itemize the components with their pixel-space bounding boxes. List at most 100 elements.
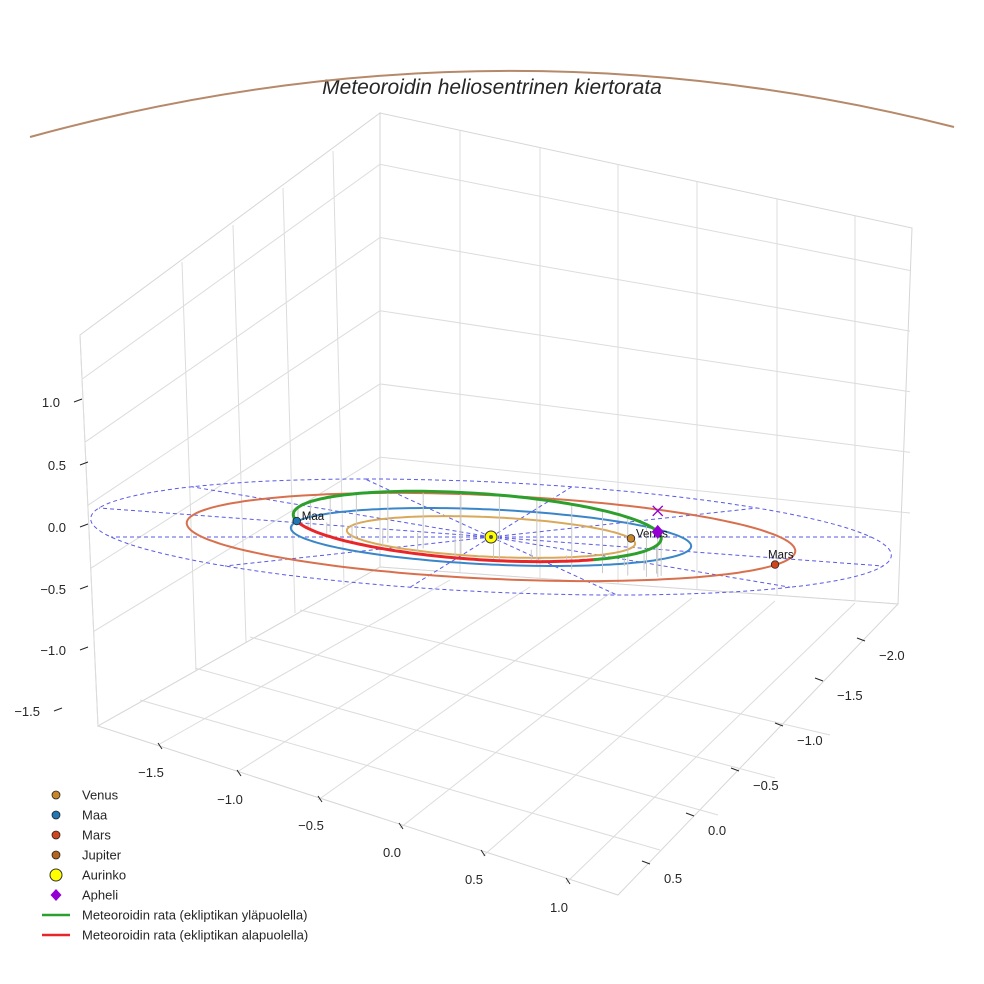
planet-maa: [292, 516, 301, 526]
z-tick-label: −0.5: [40, 582, 66, 597]
ecliptic-spoke: [490, 486, 573, 538]
legend-label: Mars: [82, 828, 111, 843]
grid-line: [157, 579, 451, 746]
planet-label-venus: Venus: [636, 528, 668, 540]
legend-label: Meteoroidin rata (ekliptikan yläpuolella…: [82, 908, 307, 923]
legend-marker: [50, 889, 62, 901]
legend-marker: [51, 850, 61, 860]
grid-line: [93, 456, 381, 632]
planet-venus: [626, 534, 636, 543]
axes-panes: [79, 112, 913, 896]
grid-line: [79, 334, 99, 727]
x-tick-mark: [814, 677, 824, 682]
x-tick-label: 0.5: [664, 871, 682, 886]
legend-label: Apheli: [82, 888, 118, 903]
grid-line: [81, 163, 381, 380]
z-tick-mark: [73, 398, 83, 403]
z-tick-mark: [79, 585, 89, 590]
x-tick-label: −1.5: [837, 688, 863, 703]
legend-label: Meteoroidin rata (ekliptikan alapuolella…: [82, 928, 308, 943]
x-tick-label: 0.0: [708, 823, 726, 838]
y-tick-label: 1.0: [550, 900, 568, 915]
ecliptic-spoke: [490, 536, 618, 596]
grid-line: [232, 224, 247, 643]
legend-label: Venus: [82, 788, 119, 803]
legend: Venus Maa Mars Jupiter Aurinko Apheli Meteoroi…: [42, 788, 308, 943]
grid-line: [194, 667, 719, 816]
z-tick-mark: [79, 523, 89, 528]
orbit-mars: [185, 491, 797, 583]
grid-line: [379, 163, 911, 271]
pane-floor: [96, 566, 900, 896]
x-tick-label: −0.5: [753, 778, 779, 793]
legend-label: Maa: [82, 808, 108, 823]
meteoroid-orbit-above: [291, 489, 663, 562]
ecliptic-spoke: [490, 536, 791, 588]
ecliptic-spoke: [409, 536, 492, 588]
z-tick-mark: [79, 461, 89, 466]
z-tick-mark: [53, 707, 63, 712]
z-tick-label: −1.5: [14, 704, 40, 719]
tick-labels: −1.5 −1.0 −0.5 0.0 0.5 1.0 −1.5 −1.0 −0.5 0.0 0.5 1…: [14, 395, 904, 915]
meteoroid-orbit-below: [296, 520, 596, 564]
z-tick-label: 1.0: [42, 395, 60, 410]
ecliptic-spoke: [191, 486, 492, 538]
x-tick-mark: [730, 767, 740, 772]
legend-marker: [51, 830, 61, 840]
grid-line: [90, 383, 381, 569]
z-tick-label: −1.0: [40, 643, 66, 658]
ecliptic-spoke: [364, 478, 492, 538]
grid-line: [87, 310, 381, 506]
planet-mars: [770, 560, 780, 569]
planet-label-maa: Maa: [302, 511, 325, 523]
y-tick-mark: [480, 849, 486, 857]
y-tick-mark: [398, 822, 404, 830]
grid-line: [299, 609, 831, 736]
x-tick-mark: [774, 722, 784, 727]
z-tick-label: 0.5: [48, 458, 66, 473]
legend-marker: [49, 868, 63, 882]
grid-line: [379, 383, 911, 453]
aphelion-marker: [651, 524, 664, 539]
legend-marker: [51, 810, 61, 820]
y-tick-label: −1.0: [217, 792, 243, 807]
grid-line: [139, 699, 661, 851]
gridlines: [79, 130, 911, 884]
z-tick-label: 0.0: [48, 520, 66, 535]
x-tick-mark: [856, 637, 866, 642]
grid-line: [236, 586, 531, 773]
legend-label: Jupiter: [82, 848, 122, 863]
aphelion-projection-marker: [652, 505, 664, 517]
jupiter-orbit-arc: [29, 69, 955, 138]
grid-line: [282, 187, 296, 614]
planet-label-mars: Mars: [768, 550, 794, 562]
grid-line: [181, 261, 197, 672]
grid-line: [379, 456, 911, 514]
y-tick-label: 0.5: [465, 872, 483, 887]
x-tick-mark: [641, 860, 651, 865]
z-tick-mark: [79, 646, 89, 651]
y-tick-label: −1.5: [138, 765, 164, 780]
chart-title: Meteoroidin heliosentrinen kiertorata: [322, 76, 662, 99]
legend-marker: [51, 790, 61, 800]
ecliptic-reference-circle: [90, 478, 892, 596]
y-tick-mark: [565, 877, 571, 885]
grid-line: [379, 310, 911, 393]
y-tick-mark: [157, 742, 163, 750]
x-tick-label: −2.0: [879, 648, 905, 663]
markers: Venus Maa Mars: [292, 505, 794, 569]
sun-center: [489, 535, 493, 539]
legend-label: Aurinko: [82, 868, 126, 883]
x-tick-label: −1.0: [797, 733, 823, 748]
grid-line: [249, 636, 776, 779]
grid-line: [399, 597, 693, 829]
y-tick-mark: [317, 795, 323, 803]
grid-line: [84, 237, 381, 443]
grid-line: [379, 236, 911, 332]
droplines: [292, 491, 662, 578]
y-tick-mark: [236, 769, 242, 777]
y-tick-label: −0.5: [298, 818, 324, 833]
y-tick-label: 0.0: [383, 845, 401, 860]
x-tick-mark: [685, 812, 695, 817]
